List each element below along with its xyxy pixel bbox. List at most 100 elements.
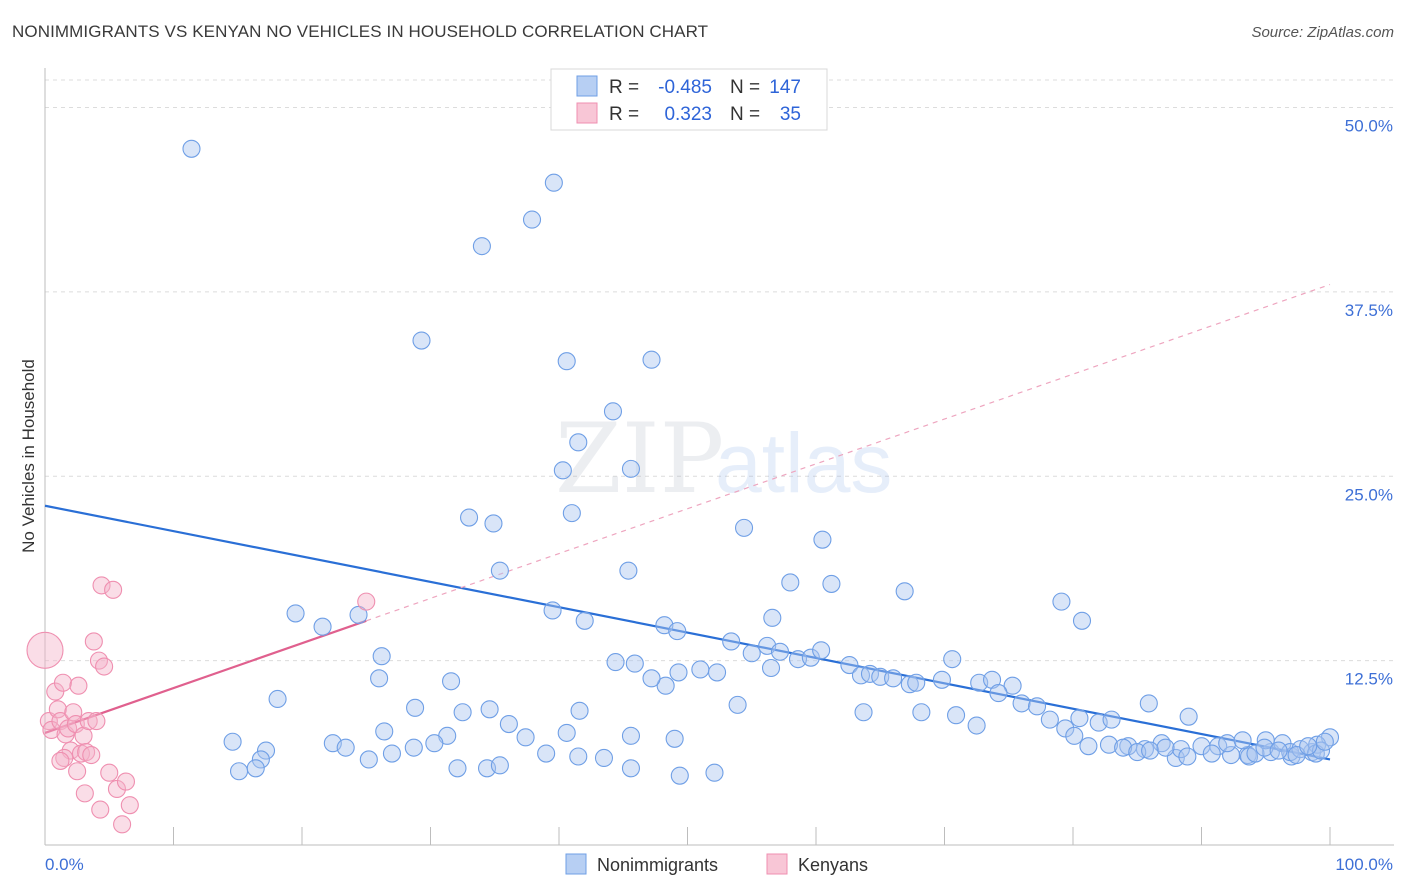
nonimmigrants-point	[1192, 737, 1211, 756]
kenyans-point	[53, 673, 73, 692]
nonimmigrants-point	[900, 675, 919, 694]
nonimmigrants-point	[313, 617, 332, 636]
stats-r-value-2: 0.323	[664, 104, 712, 125]
nonimmigrants-point	[1255, 738, 1274, 757]
kenyans-point	[91, 800, 110, 819]
nonimmigrants-point	[442, 672, 461, 691]
legend-label-nonimmigrants: Nonimmigrants	[597, 855, 718, 875]
y-tick-label-2: 37.5%	[1345, 301, 1393, 320]
nonimmigrants-point	[967, 716, 986, 735]
nonimmigrants-point	[182, 139, 201, 158]
kenyans-point	[77, 743, 96, 762]
nonimmigrants-point	[708, 663, 727, 682]
nonimmigrants-point	[1246, 744, 1265, 763]
nonimmigrants-point	[453, 703, 472, 722]
nonimmigrants-point	[516, 728, 535, 747]
nonimmigrants-point	[812, 641, 831, 660]
nonimmigrants-point	[370, 669, 389, 688]
nonimmigrants-point	[1099, 735, 1119, 754]
kenyans-point	[87, 712, 106, 731]
stats-r-value-1: -0.485	[658, 77, 712, 98]
kenyans-point	[48, 700, 67, 719]
nonimmigrants-point	[1233, 731, 1252, 750]
kenyans-point	[95, 657, 114, 676]
nonimmigrants-point	[459, 508, 479, 527]
kenyans-point	[69, 676, 88, 695]
nonimmigrants-point	[656, 676, 675, 695]
nonimmigrants-point	[575, 611, 594, 630]
nonimmigrants-point	[621, 726, 641, 745]
nonimmigrants-point	[229, 762, 249, 781]
nonimmigrants-point	[619, 561, 638, 580]
nonimmigrants-point	[1269, 741, 1288, 760]
nonimmigrants-point	[1315, 732, 1334, 751]
nonimmigrants-point	[562, 504, 581, 523]
nonimmigrants-point	[490, 756, 509, 775]
watermark-zip: ZIP	[555, 403, 724, 515]
nonimmigrants-point	[425, 734, 444, 753]
nonimmigrants-point	[256, 741, 276, 760]
nonimmigrants-point	[1218, 734, 1237, 753]
kenyans-point	[84, 632, 103, 651]
x-tick-label-0: 0.0%	[45, 855, 84, 874]
nonimmigrants-point	[406, 698, 425, 717]
nonimmigrants-point	[895, 582, 914, 601]
nonimmigrants-point	[1079, 737, 1098, 756]
trend-lines	[44, 283, 1331, 761]
nonimmigrants-point	[286, 604, 305, 623]
stats-n-label-2: N =	[730, 104, 760, 125]
nonimmigrants-point	[349, 605, 368, 624]
nonimmigrants-point	[912, 703, 931, 722]
nonimmigrants-point	[372, 647, 391, 666]
y-tick-labels: 12.5% 25.0% 37.5% 50.0%	[1345, 117, 1393, 689]
nonimmigrants-points	[182, 139, 1340, 785]
nonimmigrants-point	[1222, 745, 1241, 765]
nonimmigrants-point	[1156, 738, 1175, 757]
nonimmigrants-point	[1040, 710, 1059, 729]
nonimmigrants-point	[480, 700, 499, 719]
nonimmigrants-point	[1056, 719, 1075, 738]
nonimmigrants-point	[770, 642, 790, 661]
nonimmigrants-point	[223, 732, 242, 751]
watermark-atlas: atlas	[715, 416, 892, 510]
nonimmigrants-point	[668, 622, 687, 641]
nonimmigrants-point	[851, 666, 871, 685]
nonimmigrants-point	[336, 738, 355, 757]
kenyans-point	[357, 592, 376, 611]
nonimmigrants-point	[1070, 709, 1089, 728]
nonimmigrants-point	[569, 433, 588, 452]
nonimmigrants-point	[722, 632, 741, 651]
nonimmigrants-point	[822, 574, 841, 593]
legend-label-kenyans: Kenyans	[798, 855, 868, 875]
nonimmigrants-point	[1171, 740, 1190, 759]
kenyans-point	[107, 779, 127, 799]
legend-swatch-kenyans	[766, 853, 788, 875]
kenyans-point	[113, 815, 132, 834]
kenyans-point	[51, 751, 70, 770]
nonimmigrants-point	[412, 331, 431, 350]
nonimmigrants-point	[670, 766, 689, 785]
kenyans-point	[82, 745, 101, 765]
nonimmigrants-point	[813, 530, 832, 549]
nonimmigrants-point	[268, 689, 287, 709]
nonimmigrants-point	[246, 759, 265, 778]
watermark: ZIP atlas	[555, 403, 892, 515]
nonimmigrants-point	[404, 738, 423, 757]
stats-r-label-1: R =	[609, 77, 639, 98]
kenyans-point	[100, 763, 119, 782]
nonimmigrants-point	[472, 237, 491, 256]
nonimmigrants-point	[594, 748, 614, 768]
nonimmigrants-point	[860, 664, 880, 683]
series-legend: Nonimmigrants Kenyans	[565, 853, 868, 875]
nonimmigrants-point	[570, 701, 589, 720]
nonimmigrants-point	[763, 608, 782, 627]
nonimmigrants-point	[251, 750, 270, 769]
nonimmigrants-point	[448, 759, 467, 778]
nonimmigrants-point	[884, 669, 903, 688]
x-tick-labels: 0.0% 100.0%	[45, 855, 1393, 874]
y-tick-label-3: 50.0%	[1345, 117, 1393, 136]
nonimmigrants-point	[603, 402, 623, 421]
nonimmigrants-point	[989, 684, 1008, 703]
chart-title: NONIMMIGRANTS VS KENYAN NO VEHICLES IN H…	[12, 22, 709, 41]
nonimmigrants-point	[557, 723, 576, 742]
